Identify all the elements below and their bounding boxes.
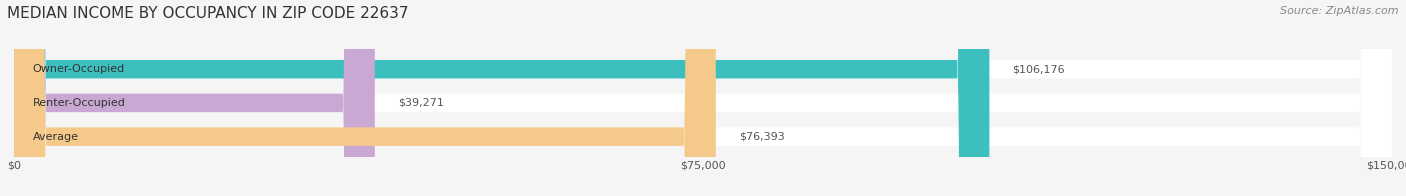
Text: $39,271: $39,271: [398, 98, 444, 108]
FancyBboxPatch shape: [14, 0, 990, 196]
FancyBboxPatch shape: [14, 0, 1392, 196]
FancyBboxPatch shape: [14, 0, 1392, 196]
Text: $106,176: $106,176: [1012, 64, 1064, 74]
Text: Source: ZipAtlas.com: Source: ZipAtlas.com: [1281, 6, 1399, 16]
FancyBboxPatch shape: [14, 0, 1392, 196]
Text: MEDIAN INCOME BY OCCUPANCY IN ZIP CODE 22637: MEDIAN INCOME BY OCCUPANCY IN ZIP CODE 2…: [7, 6, 409, 21]
Text: Average: Average: [32, 132, 79, 142]
Text: Renter-Occupied: Renter-Occupied: [32, 98, 125, 108]
FancyBboxPatch shape: [14, 0, 375, 196]
Text: $76,393: $76,393: [738, 132, 785, 142]
FancyBboxPatch shape: [14, 0, 716, 196]
Text: Owner-Occupied: Owner-Occupied: [32, 64, 125, 74]
